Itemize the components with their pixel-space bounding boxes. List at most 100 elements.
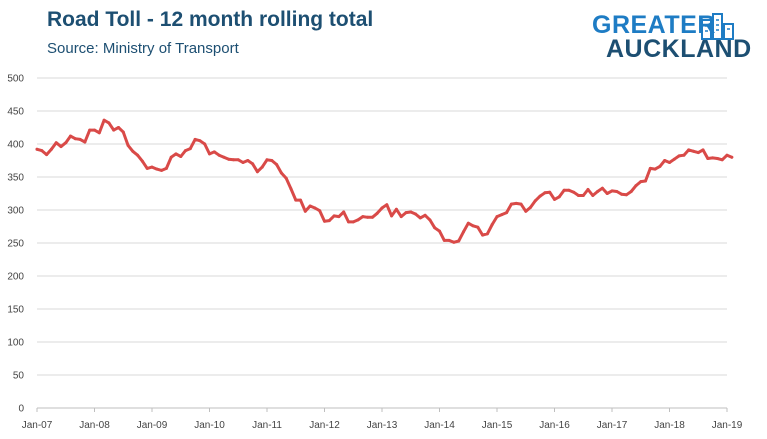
data-point	[102, 118, 106, 122]
data-point	[442, 238, 446, 242]
data-point	[701, 148, 705, 152]
data-point	[117, 126, 120, 129]
data-point	[150, 165, 154, 169]
y-tick-label: 400	[7, 140, 24, 151]
data-point	[131, 149, 135, 153]
y-tick-label: 300	[7, 206, 24, 217]
x-tick-label: Jan-08	[79, 420, 110, 431]
x-tick-label: Jan-10	[194, 420, 225, 431]
data-point	[78, 137, 82, 141]
data-point	[471, 224, 475, 228]
data-point	[533, 199, 537, 203]
data-point	[495, 215, 499, 219]
data-point	[692, 149, 695, 153]
data-point	[706, 157, 710, 160]
data-point	[241, 161, 245, 164]
data-point	[121, 130, 125, 134]
data-point	[529, 205, 532, 209]
data-point	[663, 159, 667, 162]
data-point	[572, 190, 576, 194]
data-point	[639, 180, 643, 184]
y-tick-label: 350	[7, 173, 24, 184]
gridlines	[37, 77, 727, 376]
data-point	[500, 213, 504, 217]
data-point	[404, 211, 408, 215]
data-point	[54, 141, 58, 145]
data-point	[289, 187, 293, 191]
data-point	[174, 152, 178, 156]
x-tick-label: Jan-16	[539, 420, 570, 431]
series-layer	[35, 118, 734, 244]
data-point	[366, 215, 370, 219]
y-tick-label: 0	[18, 404, 24, 415]
data-point	[557, 195, 561, 199]
data-point	[227, 157, 231, 161]
data-point	[361, 215, 365, 219]
y-tick-label: 150	[7, 305, 24, 316]
data-point	[308, 204, 312, 208]
x-tick-label: Jan-19	[712, 420, 743, 431]
data-point	[222, 155, 226, 159]
data-point	[107, 121, 111, 125]
data-point	[323, 219, 326, 223]
data-point	[687, 148, 691, 152]
data-point	[299, 198, 302, 202]
data-point	[476, 225, 480, 229]
data-point	[184, 149, 187, 153]
data-point	[45, 153, 49, 157]
y-tick-label: 450	[7, 107, 24, 118]
data-point	[620, 192, 624, 196]
data-point	[610, 189, 614, 193]
data-point	[59, 145, 63, 149]
data-point	[342, 210, 346, 214]
x-tick-label: Jan-18	[654, 420, 685, 431]
data-point	[49, 147, 53, 151]
data-point	[414, 212, 417, 216]
data-point	[93, 128, 96, 132]
y-tick-label: 100	[7, 338, 24, 349]
data-point	[35, 147, 39, 151]
data-point	[284, 176, 288, 180]
data-point	[390, 214, 394, 218]
data-point	[509, 202, 513, 206]
data-point	[97, 131, 101, 135]
data-point	[538, 194, 542, 198]
x-tick-label: Jan-12	[309, 420, 340, 431]
x-tick-label: Jan-09	[137, 420, 168, 431]
x-tick-label: Jan-07	[22, 420, 53, 431]
data-point	[481, 233, 485, 237]
data-point	[591, 194, 595, 197]
data-point	[514, 201, 518, 205]
data-point	[294, 198, 298, 202]
data-point	[644, 179, 647, 183]
data-point	[303, 209, 307, 213]
data-point	[208, 152, 211, 156]
data-point	[428, 218, 432, 222]
data-point	[553, 197, 556, 201]
x-tick-label: Jan-11	[252, 420, 282, 431]
data-point	[313, 206, 317, 210]
data-point	[543, 191, 547, 195]
data-point	[136, 153, 140, 157]
data-point	[385, 203, 389, 207]
data-point	[375, 211, 379, 215]
data-point	[394, 207, 398, 211]
data-point	[519, 202, 523, 206]
data-point	[265, 158, 269, 162]
data-point	[380, 206, 384, 210]
data-point	[672, 157, 676, 161]
data-point	[246, 159, 250, 162]
series-line-road-toll	[35, 118, 734, 244]
data-point	[423, 213, 427, 217]
data-point	[169, 155, 173, 159]
data-point	[682, 153, 686, 157]
data-point	[677, 154, 681, 158]
data-point	[586, 188, 590, 191]
data-point	[217, 153, 221, 157]
data-point	[466, 221, 470, 225]
data-point	[337, 215, 341, 219]
data-point	[347, 220, 350, 224]
data-point	[255, 170, 259, 174]
data-point	[160, 168, 164, 172]
data-point	[548, 190, 552, 194]
